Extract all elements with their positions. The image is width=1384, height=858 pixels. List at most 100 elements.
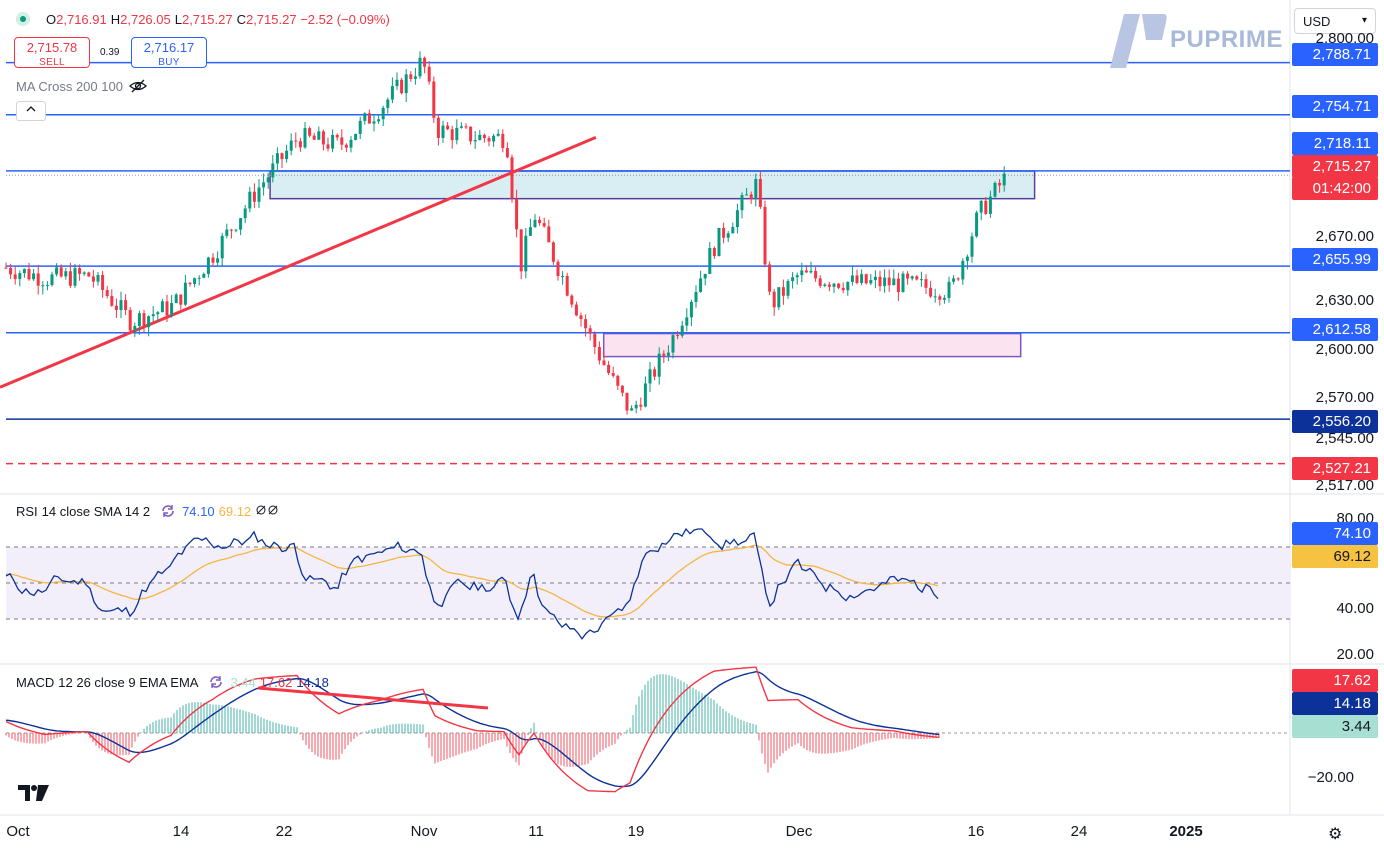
candle-body [202,273,206,278]
no-value-icon [268,505,278,515]
candle-body [409,74,413,79]
ma-cross-legend[interactable]: MA Cross 200 100 [16,79,147,94]
candle-body [225,229,229,236]
settings-gear-icon[interactable]: ⚙ [1328,826,1343,843]
candle-body [9,267,13,275]
candle-body [653,369,657,377]
candle-body [78,268,82,274]
time-tick-label: 14 [172,823,190,840]
candle-body [473,139,477,142]
refresh-icon[interactable] [208,675,224,689]
candle-body [699,278,703,292]
candle-body [335,134,339,138]
macd-value-badge: 14.18 [1292,692,1378,715]
candle-body [87,272,91,277]
macd-value: 17.62 [259,675,293,690]
candle-body [142,313,146,328]
candle-body [271,163,275,178]
candle-body [754,178,758,200]
candle-body [133,326,137,331]
candle-body [758,178,762,207]
macd-divergence-line [257,686,489,710]
candle-body [795,275,799,278]
candle-body [611,373,615,376]
candle-body [887,277,891,286]
candle-body [441,125,445,139]
candle-body [206,257,210,274]
candle-body [915,276,919,280]
candle-body [317,131,321,140]
candle-body [280,153,284,160]
candle-body [22,269,26,274]
candle-body [418,57,422,77]
candle-body [818,278,822,286]
price-level-badge: 2,715.27 [1292,155,1378,178]
candle-body [482,134,486,139]
candle-body [1002,173,1006,186]
macd-legend[interactable]: MACD 12 26 close 9 EMA EMA 3.44 17.62 14.18 [16,675,333,690]
candle-body [975,212,979,237]
candle-body [367,113,371,124]
price-level-badge: 2,754.71 [1292,95,1378,118]
time-tick-label: 24 [1070,823,1088,840]
buy-button[interactable]: 2,716.17 BUY [131,37,207,68]
candle-body [32,273,36,280]
candle-body [492,135,496,142]
rsi-value-badge: 69.12 [1292,545,1378,568]
candle-body [855,275,859,283]
candle-body [947,281,951,298]
candle-body [400,79,404,94]
candle-body [823,284,827,286]
candle-body [708,248,712,274]
brand-name: PUPRIME [1170,26,1283,53]
price-level-badge: 2,527.21 [1292,457,1378,480]
change-value: −2.52 (−0.09%) [300,12,390,27]
buy-price: 2,716.17 [143,40,195,55]
candle-body [639,404,643,407]
macd-hist-value: 3.44 [230,675,256,690]
candle-body [82,272,86,274]
price-tick-label: 2,570.00 [1315,389,1374,406]
high-value: 2,726.05 [120,12,171,27]
candle-body [4,267,8,269]
candle-body [413,76,417,79]
candle-body [942,297,946,300]
candle-body [768,264,772,292]
candle-body [961,260,965,280]
candle-body [151,314,155,317]
candle-body [211,257,215,263]
rsi-sma-value: 69.12 [218,504,252,519]
refresh-icon[interactable] [160,504,176,518]
time-tick-label: Dec [785,823,813,840]
rsi-legend[interactable]: RSI 14 close SMA 14 2 74.10 69.12 [16,504,279,519]
candle-body [597,347,601,361]
sell-button[interactable]: 2,715.78 SELL [14,37,90,68]
candle-body [96,275,100,282]
tradingview-logo-icon[interactable] [18,783,50,803]
candle-body [105,289,109,297]
candle-body [786,281,790,296]
currency-select[interactable]: USD ▾ [1294,8,1376,34]
time-tick-label: 22 [275,823,293,840]
candle-body [331,134,335,149]
candle-body [188,282,192,284]
time-tick-label: Nov [410,823,438,840]
candle-body [827,284,831,287]
candle-body [547,226,551,243]
candle-body [731,227,735,234]
buy-label: BUY [158,57,180,68]
candle-body [551,242,555,262]
candle-body [542,223,546,227]
macd-value-badge: 3.44 [1292,715,1378,738]
candle-body [869,280,873,284]
candle-body [860,274,864,283]
candle-body [59,267,63,277]
chevron-up-icon [26,106,36,112]
candle-body [533,219,537,228]
candle-body [864,274,868,284]
candle-body [510,157,514,199]
candle-body [326,144,330,149]
collapse-legend-button[interactable] [16,101,46,121]
hidden-eye-icon[interactable] [128,79,147,93]
